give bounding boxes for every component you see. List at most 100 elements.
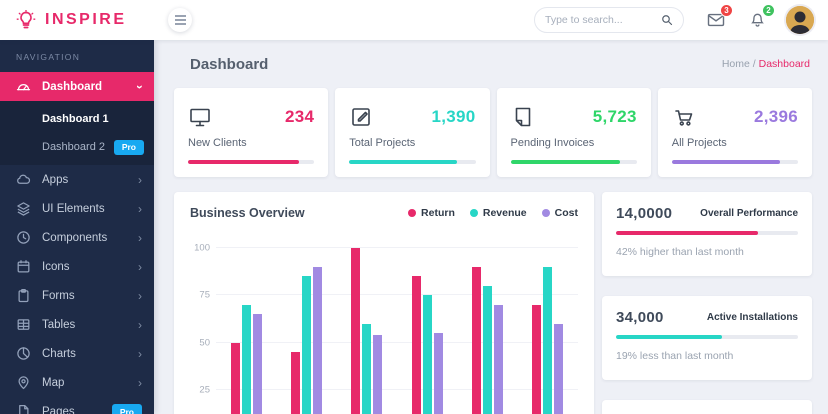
bar-group — [290, 266, 322, 414]
pro-badge: Pro — [111, 404, 142, 414]
y-tick-label: 50 — [199, 337, 210, 349]
bar-revenue[interactable] — [362, 323, 372, 414]
calendar-icon — [16, 259, 31, 274]
breadcrumb-current: Dashboard — [758, 58, 810, 70]
legend-label: Revenue — [482, 207, 527, 219]
panel-title: Overall Performance — [700, 208, 798, 219]
legend-label: Cost — [554, 207, 578, 219]
chart-bars-area — [216, 240, 578, 414]
messages-button[interactable]: 3 — [706, 4, 733, 30]
chart-plot: 25 50 75 100 — [190, 240, 578, 414]
sidebar-subitem-dashboard-2[interactable]: Dashboard 2 Pro — [0, 133, 154, 161]
chevron-right-icon: › — [138, 375, 142, 390]
bar-cost[interactable] — [554, 323, 564, 414]
breadcrumb: Home / Dashboard — [722, 58, 810, 70]
panel-value: 14,0000 — [616, 205, 673, 222]
dashboard-submenu: Dashboard 1 Dashboard 2 Pro — [0, 101, 154, 165]
chevron-down-icon: › — [133, 84, 147, 89]
sidebar-item-map[interactable]: Map › — [0, 368, 154, 397]
stat-card-new-clients[interactable]: 234 New Clients — [174, 88, 329, 177]
active-installations-panel[interactable]: 34,000 Active Installations 19% less tha… — [602, 296, 812, 380]
sidebar-item-forms[interactable]: Forms › — [0, 281, 154, 310]
cloud-icon — [16, 172, 31, 187]
progress-bar — [616, 231, 798, 235]
sidebar-item-label: Dashboard — [42, 80, 103, 93]
search-input[interactable] — [545, 14, 655, 26]
bar-return[interactable] — [290, 352, 300, 414]
menu-toggle-button[interactable] — [168, 8, 192, 32]
sidebar-item-pages[interactable]: Pages Pro — [0, 397, 154, 414]
stat-label: New Clients — [188, 137, 247, 149]
legend-item-cost[interactable]: Cost — [541, 207, 578, 219]
panel-title: Active Installations — [706, 312, 798, 323]
sidebar-item-charts[interactable]: Charts › — [0, 339, 154, 368]
sidebar-item-ui-elements[interactable]: UI Elements › — [0, 194, 154, 223]
chevron-right-icon: › — [138, 201, 142, 216]
stat-card-pending-invoices[interactable]: 5,723 Pending Invoices — [496, 88, 651, 177]
sidebar-item-tables[interactable]: Tables › — [0, 310, 154, 339]
sidebar-item-label: UI Elements — [42, 202, 105, 215]
clipboard-icon — [16, 288, 31, 303]
bar-cost[interactable] — [252, 314, 262, 414]
sidebar-item-dashboard[interactable]: Dashboard › — [0, 72, 154, 101]
page-title: Dashboard — [190, 55, 269, 73]
panel-value: 34,000 — [616, 309, 664, 326]
pro-badge: Pro — [113, 139, 144, 155]
sidebar-item-label: Charts — [42, 347, 76, 360]
stat-label: Total Projects — [349, 137, 416, 149]
bar-revenue[interactable] — [422, 295, 432, 414]
bar-return[interactable] — [471, 266, 481, 414]
progress-bar — [510, 160, 637, 164]
bar-revenue[interactable] — [241, 304, 251, 414]
sidebar-item-label: Icons — [42, 260, 70, 273]
table-icon — [16, 317, 31, 332]
monitor-icon — [188, 105, 212, 129]
bar-return[interactable] — [411, 276, 421, 414]
overall-performance-panel[interactable]: 14,0000 Overall Performance 42% higher t… — [602, 192, 812, 276]
bar-revenue[interactable] — [543, 266, 553, 414]
sidebar: NAVIGATION Dashboard › Dashboard 1 Dashb… — [0, 40, 154, 414]
gridline — [216, 246, 578, 248]
brand-logo[interactable]: INSPIRE — [0, 10, 154, 30]
user-avatar[interactable] — [786, 6, 814, 34]
bar-return[interactable] — [532, 304, 542, 414]
bar-cost[interactable] — [433, 333, 443, 414]
main-content: Dashboard Home / Dashboard 234 New Clien… — [154, 40, 828, 414]
sidebar-item-label: Map — [42, 376, 65, 389]
search-icon[interactable] — [661, 14, 673, 26]
sidebar-item-apps[interactable]: Apps › — [0, 165, 154, 194]
mail-badge: 3 — [720, 4, 733, 17]
bar-return[interactable] — [230, 342, 240, 414]
legend-item-revenue[interactable]: Revenue — [469, 207, 527, 219]
chart-legend: Return Revenue Cost — [408, 207, 578, 219]
progress-fill — [188, 160, 300, 164]
progress-bar — [349, 160, 476, 164]
sidebar-item-components[interactable]: Components › — [0, 223, 154, 252]
progress-bar — [671, 160, 798, 164]
notifications-button[interactable]: 2 — [748, 4, 775, 30]
hamburger-icon — [174, 15, 186, 25]
panel-note: 19% less than last month — [616, 349, 734, 362]
edit-icon — [349, 105, 373, 129]
bar-cost[interactable] — [373, 335, 383, 414]
chevron-right-icon: › — [138, 230, 142, 245]
bar-cost[interactable] — [312, 266, 322, 414]
legend-item-return[interactable]: Return — [408, 207, 455, 219]
bar-group — [411, 276, 443, 414]
stat-card-total-projects[interactable]: 1,390 Total Projects — [335, 88, 490, 177]
sidebar-subitem-dashboard-1[interactable]: Dashboard 1 — [0, 105, 154, 133]
sidebar-item-icons[interactable]: Icons › — [0, 252, 154, 281]
bar-cost[interactable] — [493, 304, 503, 414]
breadcrumb-home[interactable]: Home — [721, 58, 750, 70]
search-box[interactable] — [534, 7, 684, 33]
bar-return[interactable] — [351, 247, 361, 414]
bar-revenue[interactable] — [482, 285, 492, 414]
stat-card-all-projects[interactable]: 2,396 All Projects — [657, 88, 812, 177]
panel-note: 42% higher than last month — [616, 245, 744, 258]
clock-icon — [16, 230, 31, 245]
chevron-right-icon: › — [138, 346, 142, 361]
chart-title: Business Overview — [190, 206, 305, 220]
page-header: Dashboard Home / Dashboard — [174, 40, 812, 88]
bar-revenue[interactable] — [301, 276, 311, 414]
file-icon — [16, 404, 31, 414]
